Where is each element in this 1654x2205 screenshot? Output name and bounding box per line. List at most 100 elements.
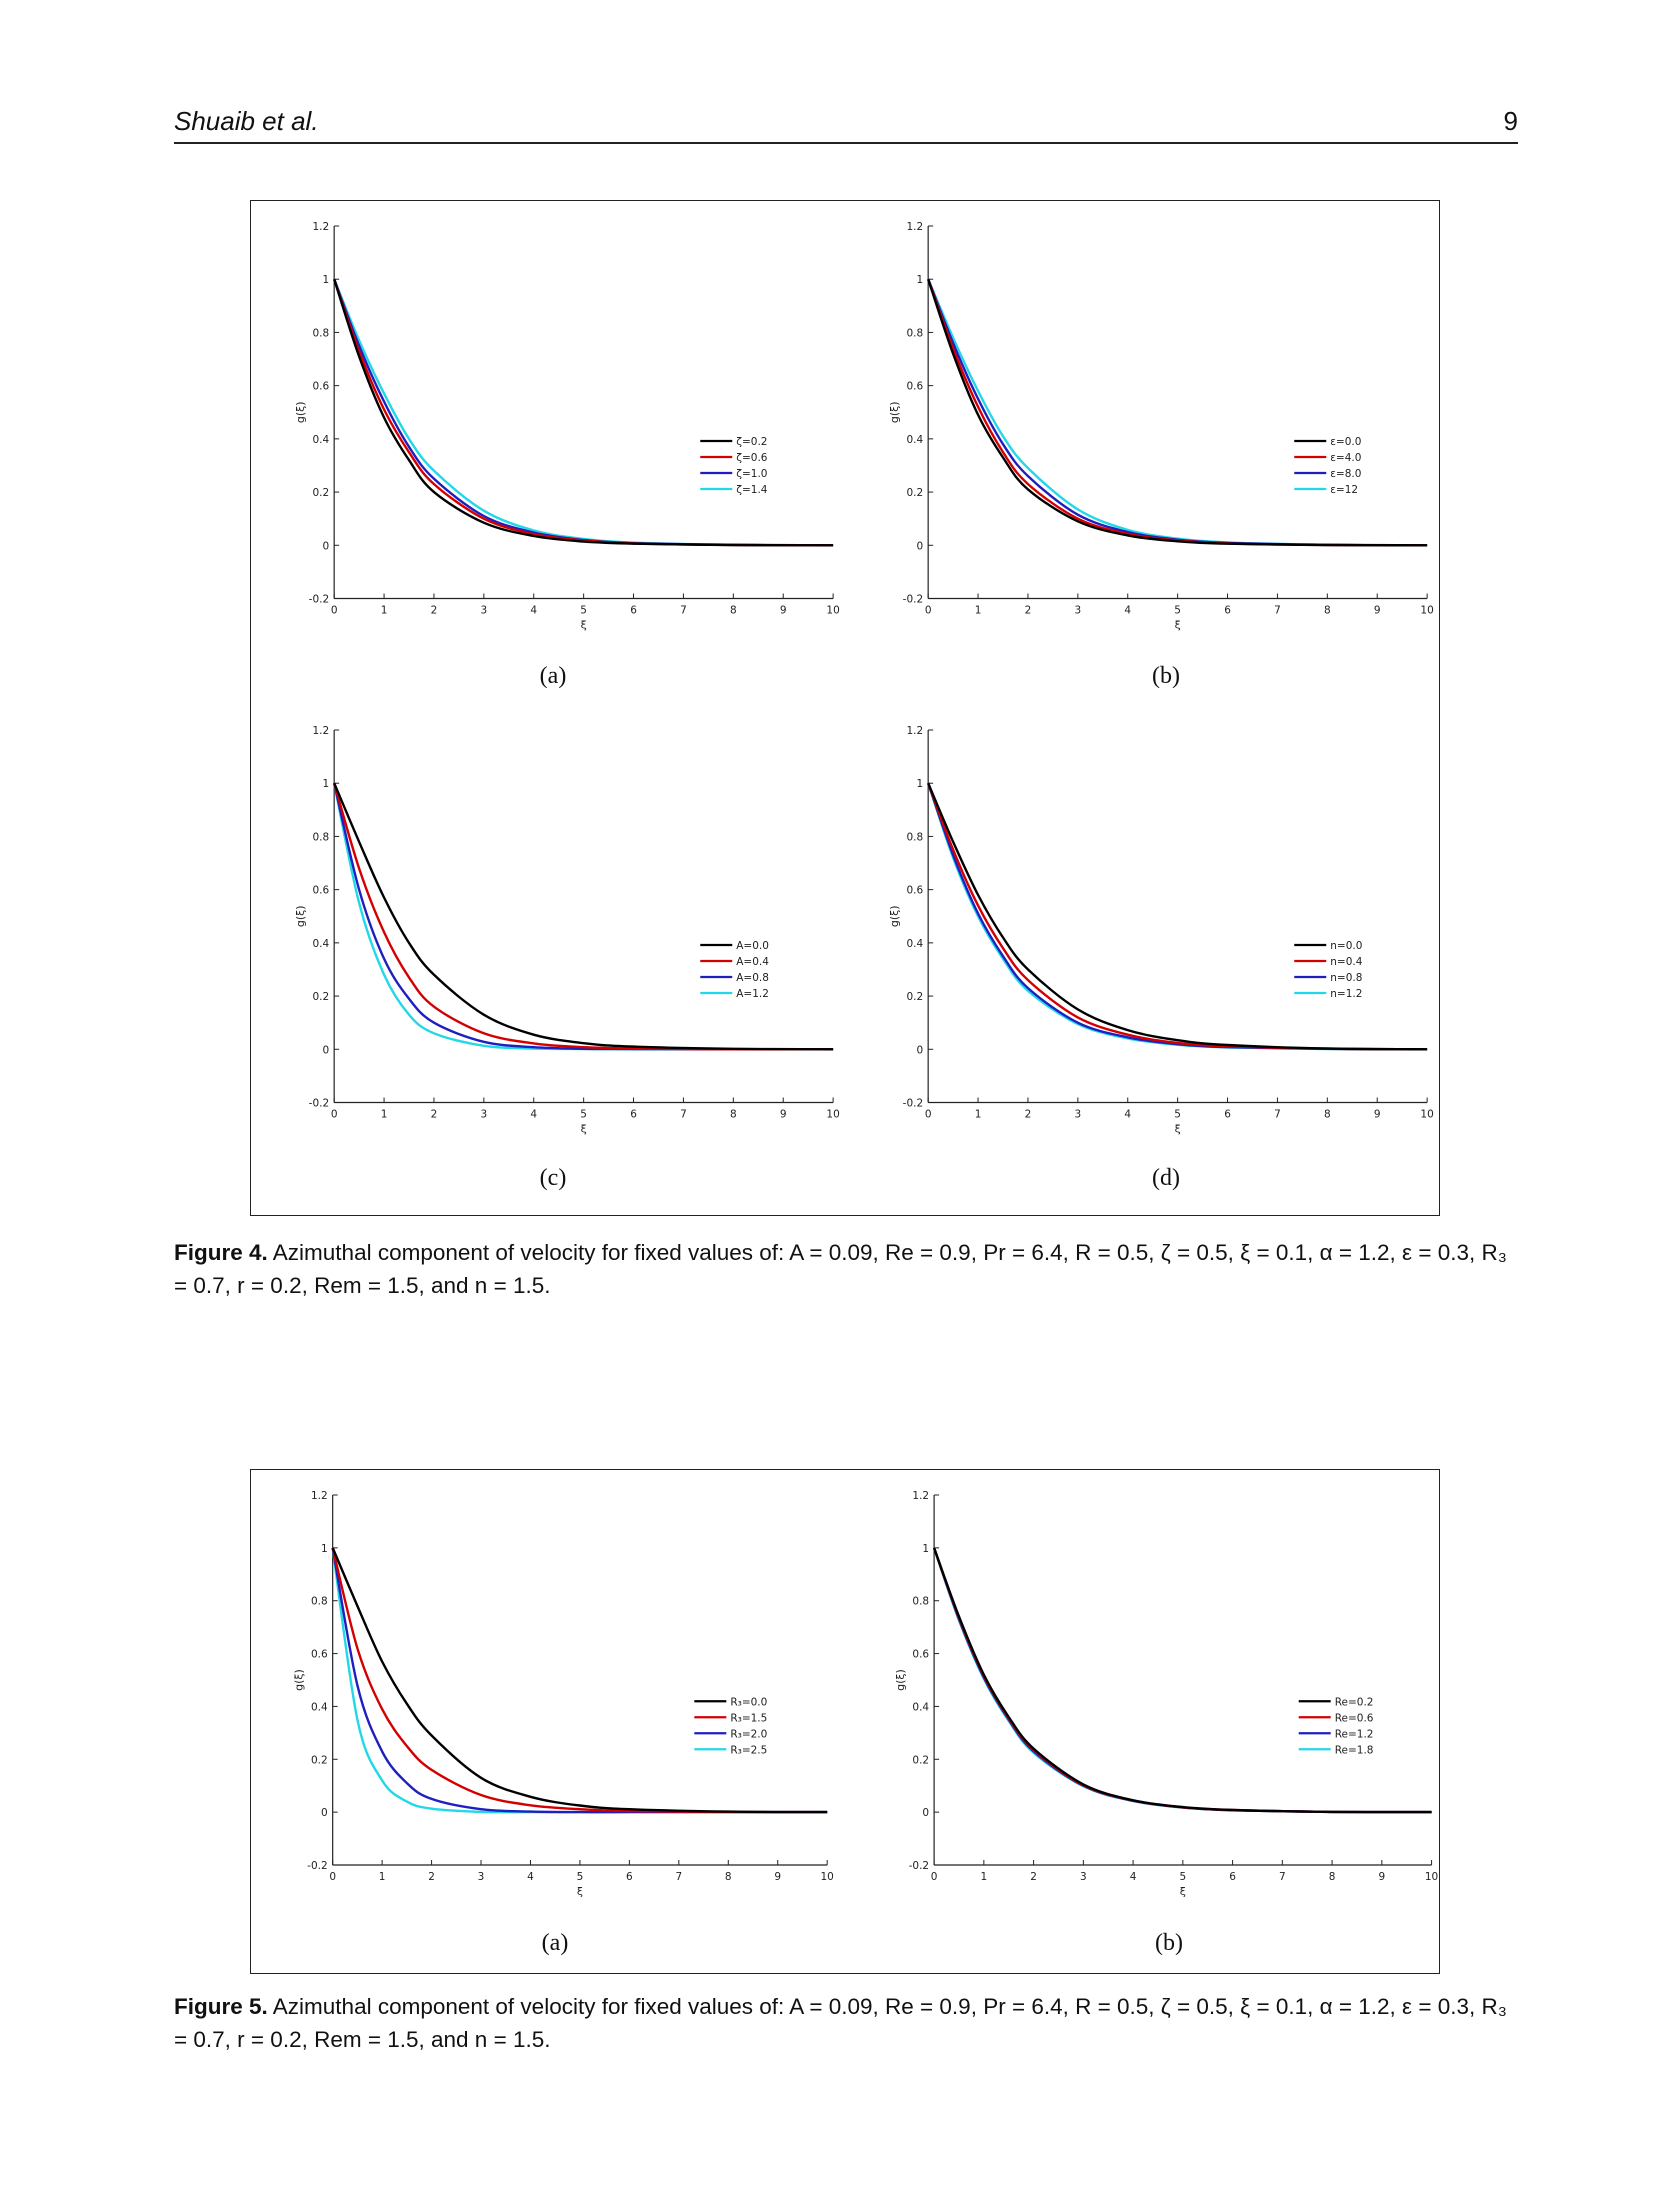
- series-line: [331, 1547, 828, 1814]
- x-tick-label: 6: [630, 1109, 637, 1121]
- y-tick-label: 1: [916, 274, 923, 286]
- x-tick-label: 3: [1080, 1871, 1087, 1883]
- panel-label-4c: (c): [539, 1165, 567, 1191]
- y-tick-label: 0.8: [912, 1596, 929, 1608]
- series-line: [927, 278, 1428, 547]
- x-tick-label: 7: [1279, 1871, 1286, 1883]
- y-axis-title: g(ξ): [894, 1669, 907, 1691]
- series-line: [333, 782, 834, 1051]
- y-tick-label: 0.8: [312, 831, 329, 843]
- y-tick-label: 0.6: [311, 1649, 328, 1661]
- series-line: [331, 1547, 828, 1814]
- x-tick-label: 7: [680, 605, 687, 617]
- x-tick-label: 6: [630, 605, 637, 617]
- x-tick-label: 3: [1075, 1109, 1082, 1121]
- x-tick-label: 3: [481, 1109, 488, 1121]
- y-tick-label: -0.2: [307, 1860, 328, 1872]
- x-tick-label: 4: [530, 605, 537, 617]
- x-tick-label: 0: [925, 1109, 932, 1121]
- x-tick-label: 8: [1329, 1871, 1336, 1883]
- y-tick-label: 0: [916, 1044, 923, 1056]
- legend-label: R₃=2.5: [730, 1744, 767, 1756]
- series-line: [927, 782, 1428, 1051]
- chart-fig4d: 0 1 2 3 4 5 6 7 8 9 10-0.200.20.40.60.811.2ξg(ξ)n=…: [888, 725, 1434, 1136]
- panel-label-4d: (d): [1152, 1165, 1180, 1191]
- y-tick-label: 0.6: [906, 381, 923, 393]
- series-line: [932, 1547, 1432, 1814]
- x-tick-label: 10: [826, 1109, 839, 1121]
- panel-label-5a: (a): [541, 1930, 569, 1956]
- series-line: [333, 782, 834, 1051]
- y-axis-title: g(ξ): [293, 1669, 306, 1691]
- series-line: [333, 278, 834, 547]
- panel-label-5b: (b): [1155, 1930, 1183, 1956]
- y-tick-label: -0.2: [309, 1098, 330, 1110]
- figure-5-caption-text: Azimuthal component of velocity for fixe…: [174, 1994, 1507, 2052]
- x-tick-label: 10: [826, 605, 839, 617]
- x-tick-label: 8: [725, 1871, 732, 1883]
- y-tick-label: 0: [322, 1044, 329, 1056]
- y-tick-label: 0.2: [312, 991, 329, 1003]
- x-tick-label: 8: [730, 605, 737, 617]
- legend-label: n=0.8: [1330, 972, 1362, 984]
- x-tick-label: 4: [1130, 1871, 1137, 1883]
- figure-4-caption-text: Azimuthal component of velocity for fixe…: [174, 1240, 1507, 1298]
- y-tick-label: 1: [321, 1543, 328, 1555]
- y-tick-label: 0.4: [312, 434, 329, 446]
- series-line: [927, 278, 1428, 547]
- x-tick-label: 5: [580, 1109, 587, 1121]
- y-tick-label: 0.6: [906, 885, 923, 897]
- x-axis-title: ξ: [577, 1885, 583, 1898]
- y-tick-label: 0.8: [906, 327, 923, 339]
- y-tick-label: 0: [322, 540, 329, 552]
- x-tick-label: 7: [1274, 1109, 1281, 1121]
- series-line: [927, 782, 1428, 1051]
- y-tick-label: 0.6: [912, 1649, 929, 1661]
- y-tick-label: 0.8: [906, 831, 923, 843]
- x-axis-title: ξ: [1175, 1123, 1181, 1136]
- x-tick-label: 9: [780, 605, 787, 617]
- x-tick-label: 3: [478, 1871, 485, 1883]
- y-tick-label: -0.2: [309, 594, 330, 606]
- y-tick-label: 1: [922, 1543, 929, 1555]
- x-tick-label: 0: [331, 605, 338, 617]
- x-tick-label: 10: [1420, 605, 1433, 617]
- x-tick-label: 9: [1374, 1109, 1381, 1121]
- series-line: [333, 278, 834, 547]
- legend-label: R₃=2.0: [730, 1728, 767, 1740]
- series-line: [927, 782, 1428, 1051]
- x-tick-label: 1: [975, 1109, 982, 1121]
- legend-label: ε=4.0: [1330, 452, 1361, 464]
- series-line: [927, 278, 1428, 547]
- series-line: [333, 782, 834, 1051]
- y-tick-label: 1: [322, 274, 329, 286]
- y-axis-title: g(ξ): [888, 905, 901, 927]
- y-tick-label: 0.2: [906, 991, 923, 1003]
- series-line: [333, 278, 834, 547]
- x-tick-label: 7: [1274, 605, 1281, 617]
- y-tick-label: 0.6: [312, 885, 329, 897]
- x-tick-label: 2: [428, 1871, 435, 1883]
- y-tick-label: -0.2: [909, 1860, 930, 1872]
- x-tick-label: 6: [1224, 605, 1231, 617]
- y-tick-label: 0: [916, 540, 923, 552]
- chart-fig4a: 0 1 2 3 4 5 6 7 8 9 10-0.200.20.40.60.811.2ξg(ξ)ζ=…: [294, 221, 840, 632]
- legend-label: R₃=1.5: [730, 1712, 767, 1724]
- legend-label: ε=8.0: [1330, 468, 1361, 480]
- figure-5: 0 1 2 3 4 5 6 7 8 9 10 -0.2 0 0.2 0.4 0.6 0.8 1 1.2 ξ g(ξ) R₃…: [250, 1469, 1440, 1974]
- legend-label: A=0.0: [736, 940, 769, 952]
- x-tick-label: 4: [1124, 1109, 1131, 1121]
- x-tick-label: 9: [1374, 605, 1381, 617]
- figure-4-caption: Figure 4. Azimuthal component of velocit…: [174, 1236, 1518, 1302]
- chart-fig4c: 0 1 2 3 4 5 6 7 8 9 10-0.200.20.40.60.811.2ξg(ξ)A=…: [294, 725, 840, 1136]
- x-tick-label: 1: [975, 605, 982, 617]
- legend-label: ζ=0.6: [736, 452, 768, 464]
- y-tick-label: 0.4: [906, 434, 923, 446]
- page-number: 9: [1503, 106, 1518, 136]
- x-tick-label: 1: [379, 1871, 386, 1883]
- legend-label: n=0.0: [1330, 940, 1362, 952]
- x-tick-label: 9: [1378, 1871, 1385, 1883]
- x-tick-label: 10: [820, 1871, 833, 1883]
- x-tick-label: 2: [1025, 605, 1032, 617]
- legend-label: R₃=0.0: [730, 1696, 767, 1708]
